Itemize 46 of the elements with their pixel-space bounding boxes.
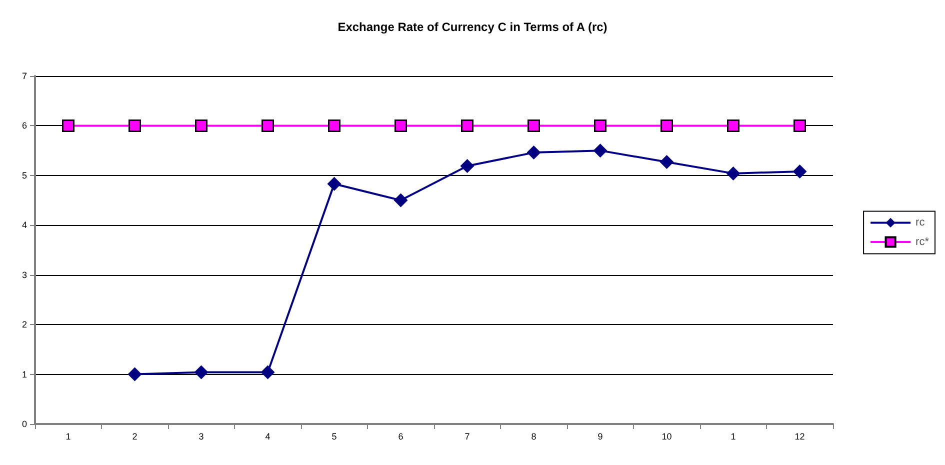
point [461,119,474,132]
x-tick-label: 5 [332,432,337,442]
point [195,119,208,132]
x-tick-label: 6 [398,432,404,442]
legend-label: rc* [916,236,930,248]
point [660,155,674,170]
point [128,119,141,132]
y-tick-label: 6 [22,120,27,131]
x-tick-label: 2 [132,432,138,442]
point [660,119,673,132]
x-tick-label: 7 [464,432,470,442]
x-tick-label: 4 [265,432,270,442]
x-tick-label: 1 [730,432,736,442]
point [62,119,74,132]
point [526,146,541,160]
point [328,119,340,132]
y-tick-label: 4 [22,220,27,230]
point [726,166,740,180]
point [262,119,274,132]
y-tick-label: 2 [22,320,27,330]
y-tick-label: 3 [22,270,27,280]
point [194,365,208,380]
y-tick-label: 0 [22,419,27,429]
point [394,193,408,208]
point [394,119,407,132]
x-tick-label: 1 [66,432,71,442]
point [327,176,342,191]
x-tick-label: 9 [598,432,603,442]
point [128,367,142,382]
x-tick-label: 10 [662,432,672,442]
point [593,144,608,158]
point [727,119,740,132]
chart-title: Exchange Rate of Currency C in Terms of A (rc) [338,20,608,34]
point [260,365,275,380]
y-tick-label: 5 [22,170,27,180]
point [794,119,806,132]
point [460,158,474,173]
x-tick-label: 8 [531,432,536,442]
point [792,164,807,178]
y-tick-label: 1 [22,369,27,380]
y-tick-label: 7 [22,71,27,81]
x-tick-label: 12 [794,432,805,442]
point [528,119,540,132]
x-tick-label: 3 [198,432,204,442]
legend-label: rc [916,216,926,229]
point [594,119,606,132]
